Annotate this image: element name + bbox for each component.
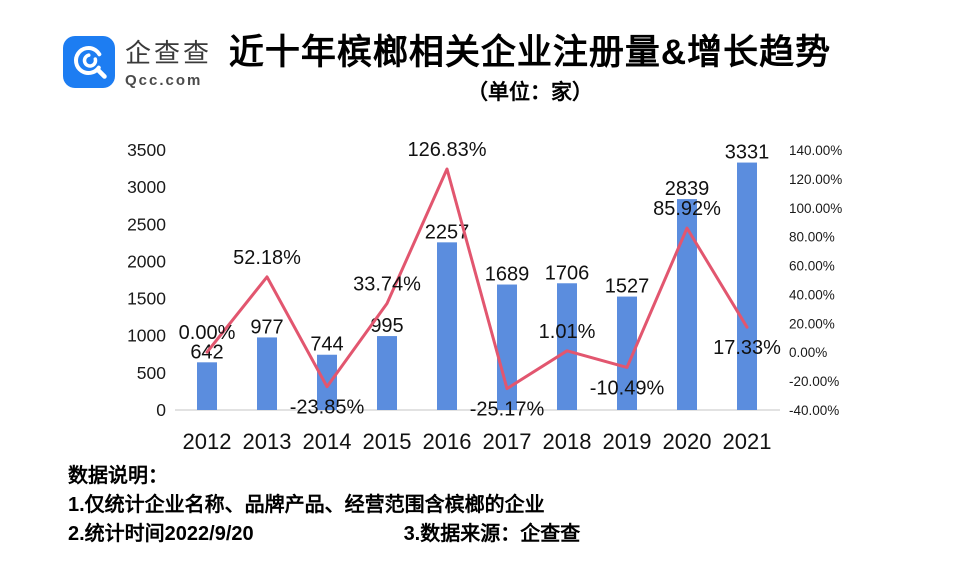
left-y-tick-label: 1000 bbox=[127, 326, 166, 346]
bar-2020 bbox=[677, 199, 697, 410]
x-tick-label: 2016 bbox=[423, 429, 472, 454]
bar-2015 bbox=[377, 336, 397, 410]
data-notes: 数据说明： 1.仅统计企业名称、品牌产品、经营范围含槟榔的企业 2.统计时间20… bbox=[68, 462, 580, 549]
bar-value-label: 995 bbox=[370, 315, 403, 337]
notes-line2: 2.统计时间2022/9/20 bbox=[68, 523, 254, 545]
growth-line bbox=[205, 167, 749, 391]
bar-2019 bbox=[617, 296, 637, 410]
qcc-logo-text: 企查查 Qcc.com bbox=[125, 36, 212, 89]
bar-2021 bbox=[737, 162, 757, 410]
x-tick-label: 2018 bbox=[543, 429, 592, 454]
right-y-tick-label: 140.00% bbox=[789, 143, 842, 158]
notes-line2-row: 2.统计时间2022/9/20 3.数据来源：企查查 bbox=[68, 520, 580, 549]
growth-pct-label: 17.33% bbox=[713, 337, 781, 359]
bar-2013 bbox=[257, 337, 277, 410]
right-y-tick-label: 40.00% bbox=[789, 287, 835, 302]
x-tick-label: 2012 bbox=[183, 429, 232, 454]
bar-value-label: 2839 bbox=[665, 178, 710, 200]
right-y-tick-label: -20.00% bbox=[789, 374, 839, 389]
growth-pct-label: -10.49% bbox=[590, 377, 665, 399]
right-y-tick-label: 60.00% bbox=[789, 259, 835, 274]
x-tick-label: 2017 bbox=[483, 429, 532, 454]
left-y-tick-label: 2500 bbox=[127, 214, 166, 234]
bar-2012 bbox=[197, 362, 217, 410]
x-tick-label: 2021 bbox=[723, 429, 772, 454]
bar-value-label: 1527 bbox=[605, 276, 650, 298]
left-y-tick-label: 3500 bbox=[127, 140, 166, 160]
chart-subtitle: （单位：家） bbox=[467, 81, 593, 104]
bar-value-label: 1706 bbox=[545, 262, 590, 284]
right-y-tick-label: 0.00% bbox=[789, 345, 827, 360]
growth-pct-label: 85.92% bbox=[653, 198, 721, 220]
right-y-tick-label: 80.00% bbox=[789, 230, 835, 245]
bar-value-label: 977 bbox=[250, 316, 283, 338]
x-tick-label: 2020 bbox=[663, 429, 712, 454]
growth-pct-label: 52.18% bbox=[233, 247, 301, 269]
bar-2016 bbox=[437, 242, 457, 410]
growth-pct-label: 0.00% bbox=[179, 322, 236, 344]
x-tick-label: 2019 bbox=[603, 429, 652, 454]
growth-pct-label: 33.74% bbox=[353, 273, 421, 295]
notes-heading: 数据说明： bbox=[68, 465, 168, 487]
right-y-tick-label: 20.00% bbox=[789, 316, 835, 331]
left-y-tick-label: 1500 bbox=[127, 289, 166, 309]
chart-title: 近十年槟榔相关企业注册量&增长趋势 bbox=[228, 33, 832, 72]
x-tick-label: 2015 bbox=[363, 429, 412, 454]
growth-pct-label: 1.01% bbox=[539, 321, 596, 343]
left-y-tick-label: 3000 bbox=[127, 177, 166, 197]
growth-pct-label: 126.83% bbox=[408, 139, 487, 161]
left-y-tick-label: 0 bbox=[156, 400, 166, 420]
bar-2018 bbox=[557, 283, 577, 410]
growth-pct-label: -25.17% bbox=[470, 399, 545, 421]
qcc-logo: 企查查 Qcc.com bbox=[63, 36, 212, 89]
bar-value-label: 744 bbox=[310, 334, 343, 356]
bar-value-label: 3331 bbox=[725, 142, 770, 164]
right-y-tick-label: -40.00% bbox=[789, 403, 839, 418]
growth-pct-label: -23.85% bbox=[290, 397, 365, 419]
x-tick-label: 2013 bbox=[243, 429, 292, 454]
chart-header: 近十年槟榔相关企业注册量&增长趋势 （单位：家） bbox=[170, 28, 890, 106]
notes-line1: 1.仅统计企业名称、品牌产品、经营范围含槟榔的企业 bbox=[68, 494, 545, 516]
right-y-tick-label: 100.00% bbox=[789, 201, 842, 216]
right-y-tick-label: 120.00% bbox=[789, 172, 842, 187]
bar-value-label: 2257 bbox=[425, 221, 470, 243]
left-y-tick-label: 500 bbox=[137, 363, 166, 383]
qcc-logo-icon bbox=[63, 36, 115, 88]
left-y-tick-label: 2000 bbox=[127, 251, 166, 271]
bar-2017 bbox=[497, 284, 517, 410]
qcc-logo-domain: Qcc.com bbox=[125, 72, 203, 89]
qcc-logo-name: 企查查 bbox=[125, 38, 213, 68]
bar-value-label: 1689 bbox=[485, 264, 530, 286]
notes-line3: 3.数据来源：企查查 bbox=[403, 523, 581, 545]
bar-2014 bbox=[317, 354, 337, 410]
x-tick-label: 2014 bbox=[303, 429, 352, 454]
